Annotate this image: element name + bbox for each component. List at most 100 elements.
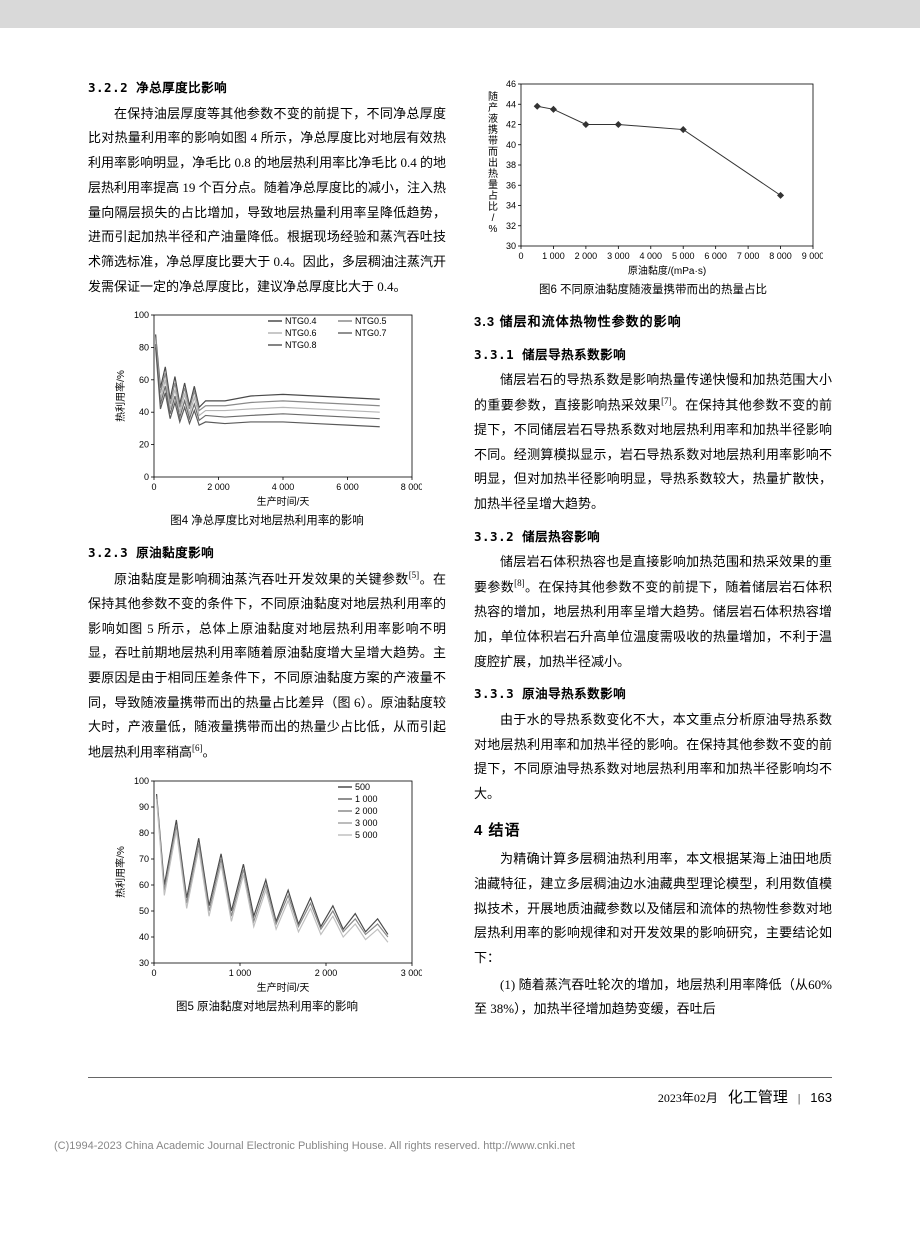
p2a: 原油黏度是影响稠油蒸汽吞吐开发效果的关键参数 xyxy=(114,571,409,586)
svg-text:5 000: 5 000 xyxy=(672,251,695,261)
svg-text:%: % xyxy=(489,224,498,235)
footer-date: 2023年02月 xyxy=(658,1087,718,1110)
svg-text:1 000: 1 000 xyxy=(355,794,378,804)
svg-text:44: 44 xyxy=(506,99,516,109)
figure-6-chart: 30 32 34 36 38 40 42 44 46 0 1 000 2 000 3 000 4 000 5… xyxy=(483,76,823,276)
svg-text:70: 70 xyxy=(139,854,149,864)
footer-journal: 化工管理 xyxy=(728,1084,788,1113)
svg-text:38: 38 xyxy=(506,160,516,170)
para-4-1: (1) 随着蒸汽吞吐轮次的增加，地层热利用率降低（从60% 至 38%），加热半… xyxy=(474,973,832,1022)
svg-text:随: 随 xyxy=(488,90,498,103)
para-3-2-2: 在保持油层厚度等其他参数不变的前提下，不同净总厚度比对热量利用率的影响如图 4 … xyxy=(88,102,446,300)
section-3-3-2: 3.3.2 储层热容影响 xyxy=(474,525,832,549)
svg-text:NTG0.4: NTG0.4 xyxy=(285,316,317,326)
svg-text:热: 热 xyxy=(488,167,498,180)
svg-text:50: 50 xyxy=(139,906,149,916)
figure-4-caption: 图4 净总厚度比对地层热利用率的影响 xyxy=(88,511,446,533)
svg-text:6 000: 6 000 xyxy=(336,482,359,492)
left-column: 3.2.2 净总厚度比影响 在保持油层厚度等其他参数不变的前提下，不同净总厚度比… xyxy=(88,68,446,1027)
svg-text:5 000: 5 000 xyxy=(355,830,378,840)
svg-text:2 000: 2 000 xyxy=(355,806,378,816)
p2b: 。在保持其他参数不变的条件下，不同原油黏度对地层热利用率的影响如图 5 所示，总… xyxy=(88,571,446,759)
svg-text:生产时间/天: 生产时间/天 xyxy=(257,495,310,507)
svg-text:36: 36 xyxy=(506,180,516,190)
figure-6-caption: 图6 不同原油黏度随液量携带而出的热量占比 xyxy=(474,280,832,302)
ref-8: [8] xyxy=(514,578,525,588)
svg-text:1 000: 1 000 xyxy=(542,251,565,261)
right-column: 30 32 34 36 38 40 42 44 46 0 1 000 2 000 3 000 4 000 5… xyxy=(474,68,832,1027)
svg-text:6 000: 6 000 xyxy=(704,251,727,261)
svg-text:NTG0.6: NTG0.6 xyxy=(285,328,317,338)
svg-text:42: 42 xyxy=(506,120,516,130)
figure-5-caption: 图5 原油黏度对地层热利用率的影响 xyxy=(88,997,446,1019)
svg-text:/: / xyxy=(492,213,495,224)
para-3-3-3: 由于水的导热系数变化不大，本文重点分析原油导热系数对地层热利用率和加热半径的影响… xyxy=(474,708,832,807)
svg-text:32: 32 xyxy=(506,221,516,231)
svg-text:3 000: 3 000 xyxy=(607,251,630,261)
svg-text:液: 液 xyxy=(488,112,498,125)
svg-text:NTG0.5: NTG0.5 xyxy=(355,316,387,326)
svg-text:0: 0 xyxy=(518,251,523,261)
svg-text:60: 60 xyxy=(139,375,149,385)
svg-text:20: 20 xyxy=(139,440,149,450)
svg-text:90: 90 xyxy=(139,802,149,812)
svg-text:7 000: 7 000 xyxy=(737,251,760,261)
footer-sep: | xyxy=(798,1087,800,1110)
svg-text:4 000: 4 000 xyxy=(272,482,295,492)
figure-4-chart: 02040608010002 0004 0006 0008 000生产时间/天热… xyxy=(112,307,422,507)
section-3-3-3: 3.3.3 原油导热系数影响 xyxy=(474,682,832,706)
section-4: 4 结语 xyxy=(474,817,832,846)
para-3-2-3: 原油黏度是影响稠油蒸汽吞吐开发效果的关键参数[5]。在保持其他参数不变的条件下，… xyxy=(88,567,446,765)
svg-text:30: 30 xyxy=(506,241,516,251)
svg-text:热利用率/%: 热利用率/% xyxy=(114,370,127,422)
svg-text:2 000: 2 000 xyxy=(315,968,338,978)
svg-text:2 000: 2 000 xyxy=(575,251,598,261)
para-3-3-2: 储层岩石体积热容也是直接影响加热范围和热采效果的重要参数[8]。在保持其他参数不… xyxy=(474,550,832,674)
section-3-2-2: 3.2.2 净总厚度比影响 xyxy=(88,76,446,100)
svg-text:40: 40 xyxy=(139,932,149,942)
svg-text:带: 带 xyxy=(488,135,498,147)
p31b: 。在保持其他参数不变的前提下，不同储层岩石导热系数对地层热利用率和加热半径影响不… xyxy=(474,397,832,511)
ref-7: [7] xyxy=(661,396,672,406)
header-bar xyxy=(0,0,920,28)
svg-text:80: 80 xyxy=(139,343,149,353)
svg-text:100: 100 xyxy=(134,776,149,786)
ref-6: [6] xyxy=(192,743,203,753)
page-footer: 2023年02月 化工管理 | 163 xyxy=(88,1077,832,1119)
para-4: 为精确计算多层稠油热利用率，本文根据某海上油田地质油藏特征，建立多层稠油边水油藏… xyxy=(474,847,832,970)
svg-text:9 000: 9 000 xyxy=(802,251,823,261)
section-3-2-3: 3.2.3 原油黏度影响 xyxy=(88,541,446,565)
svg-text:0: 0 xyxy=(151,482,156,492)
para-3-3-1: 储层岩石的导热系数是影响热量传递快慢和加热范围大小的重要参数，直接影响热采效果[… xyxy=(474,368,832,516)
svg-text:1 000: 1 000 xyxy=(229,968,252,978)
svg-text:40: 40 xyxy=(506,140,516,150)
ref-5: [5] xyxy=(409,570,420,580)
svg-text:原油黏度/(mPa·s): 原油黏度/(mPa·s) xyxy=(628,264,706,276)
svg-text:34: 34 xyxy=(506,201,516,211)
svg-text:热利用率/%: 热利用率/% xyxy=(114,846,127,898)
p2c: 。 xyxy=(203,744,216,759)
page-content: 3.2.2 净总厚度比影响 在保持油层厚度等其他参数不变的前提下，不同净总厚度比… xyxy=(0,68,920,1047)
svg-text:0: 0 xyxy=(151,968,156,978)
svg-text:3 000: 3 000 xyxy=(401,968,422,978)
svg-text:8 000: 8 000 xyxy=(401,482,422,492)
svg-text:100: 100 xyxy=(134,310,149,320)
svg-text:NTG0.7: NTG0.7 xyxy=(355,328,387,338)
copyright: (C)1994-2023 China Academic Journal Elec… xyxy=(0,1118,920,1197)
svg-text:生产时间/天: 生产时间/天 xyxy=(257,981,310,993)
svg-text:30: 30 xyxy=(139,958,149,968)
svg-text:3 000: 3 000 xyxy=(355,818,378,828)
svg-text:而: 而 xyxy=(488,146,498,158)
svg-text:携: 携 xyxy=(488,123,498,136)
svg-text:4 000: 4 000 xyxy=(640,251,663,261)
svg-text:NTG0.8: NTG0.8 xyxy=(285,340,317,350)
svg-text:量: 量 xyxy=(488,179,498,191)
svg-text:2 000: 2 000 xyxy=(207,482,230,492)
footer-page: 163 xyxy=(810,1086,832,1111)
svg-text:46: 46 xyxy=(506,79,516,89)
svg-text:80: 80 xyxy=(139,828,149,838)
svg-text:比: 比 xyxy=(488,201,498,213)
svg-text:出: 出 xyxy=(488,156,498,169)
section-3-3: 3.3 储层和流体热物性参数的影响 xyxy=(474,310,832,335)
p32b: 。在保持其他参数不变的前提下，随着储层岩石体积热容的增加，地层热利用率呈增大趋势… xyxy=(474,580,832,669)
